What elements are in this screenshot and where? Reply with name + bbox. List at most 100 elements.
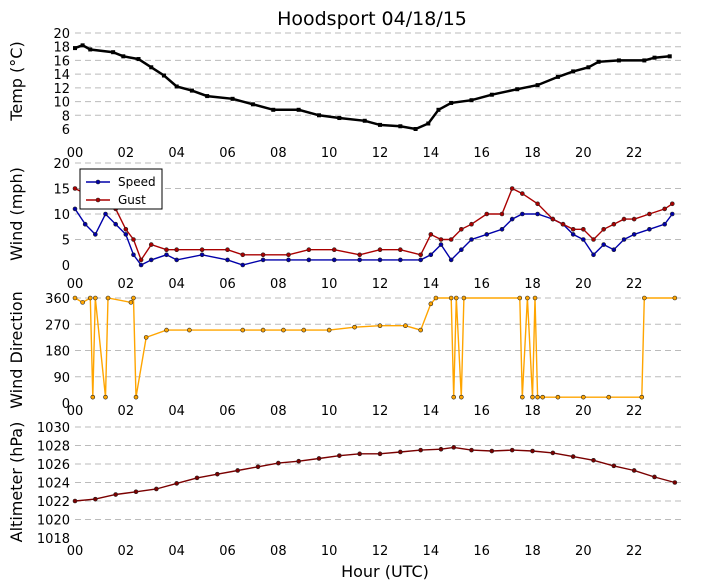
- data-point: [532, 295, 538, 301]
- x-tick-label: 04: [168, 146, 185, 161]
- y-tick-label: 270: [45, 318, 70, 333]
- data-point: [469, 98, 474, 103]
- data-point: [240, 327, 246, 333]
- data-point: [453, 295, 459, 301]
- data-point: [87, 295, 93, 301]
- data-point: [515, 87, 520, 92]
- data-point: [631, 468, 637, 473]
- x-tick-label: 14: [423, 404, 440, 419]
- x-tick-label: 22: [626, 277, 643, 292]
- data-point: [647, 211, 652, 217]
- data-point: [662, 221, 667, 227]
- data-point: [189, 88, 194, 93]
- x-axis-label: Hour (UTC): [341, 562, 429, 581]
- y-tick-label: 90: [53, 371, 70, 386]
- x-tick-label: 04: [168, 277, 185, 292]
- legend-box: [79, 168, 163, 210]
- data-point: [121, 54, 126, 59]
- data-point: [438, 446, 444, 452]
- data-point: [530, 394, 535, 400]
- data-point: [73, 46, 77, 51]
- x-tick-label: 22: [626, 404, 643, 419]
- data-point: [642, 295, 647, 301]
- data-point: [484, 232, 490, 237]
- data-point: [296, 107, 301, 112]
- data-point: [362, 118, 367, 123]
- y-axis-label: Temp (°C): [7, 41, 26, 121]
- data-point: [489, 448, 495, 454]
- data-point: [581, 237, 586, 242]
- data-point: [611, 463, 617, 469]
- data-point: [535, 211, 540, 217]
- data-point: [306, 257, 312, 263]
- data-point: [143, 335, 149, 340]
- data-point: [111, 50, 116, 55]
- data-point: [570, 232, 576, 237]
- x-tick-label: 14: [423, 544, 440, 559]
- panel-wind: 0 5 10 15 20 00 02 04 06 08 10 12 14 16 18 20 22 Wind (mp…: [7, 157, 685, 292]
- x-tick-label: 06: [219, 277, 236, 292]
- y-tick-label: 1022: [37, 495, 70, 510]
- data-point: [326, 327, 332, 333]
- y-tick-label: 20: [53, 157, 70, 172]
- data-point: [357, 451, 362, 457]
- data-point: [631, 216, 637, 222]
- y-tick-label: 6: [62, 123, 70, 138]
- data-point: [93, 496, 98, 502]
- data-point: [520, 394, 525, 400]
- x-tick-label: 12: [372, 277, 389, 292]
- data-point: [148, 242, 154, 247]
- data-point: [461, 295, 467, 301]
- y-tick-label: 0: [62, 397, 70, 412]
- data-point: [225, 257, 230, 263]
- data-point: [164, 327, 169, 333]
- x-tick-label: 02: [118, 277, 135, 292]
- x-tick-label: 10: [321, 146, 338, 161]
- y-tick-label: 1030: [37, 421, 70, 436]
- data-point: [418, 257, 423, 263]
- series-line: [74, 208, 673, 266]
- x-tick-label: 14: [423, 277, 440, 292]
- data-point: [337, 453, 342, 458]
- y-tick-label: 10: [53, 96, 70, 111]
- data-point: [161, 73, 166, 78]
- data-point: [570, 454, 576, 459]
- data-point: [520, 191, 525, 196]
- data-point: [611, 221, 617, 227]
- data-point: [123, 227, 129, 232]
- data-point: [72, 206, 78, 212]
- data-point: [581, 394, 586, 400]
- y-tick-label: 0: [62, 259, 70, 274]
- data-point: [72, 498, 78, 504]
- y-tick-label: 360: [45, 292, 70, 307]
- data-point: [652, 55, 657, 60]
- legend-label: Gust: [118, 193, 146, 207]
- x-tick-label: 00: [67, 146, 84, 161]
- data-point: [205, 94, 210, 99]
- data-point: [149, 65, 154, 70]
- data-point: [215, 471, 220, 477]
- y-tick-label: 8: [62, 109, 70, 124]
- data-point: [596, 59, 601, 64]
- data-point: [509, 186, 515, 191]
- data-point: [436, 107, 441, 112]
- data-point: [148, 257, 154, 263]
- x-tick-label: 18: [524, 146, 541, 161]
- data-point: [80, 43, 85, 48]
- data-point: [103, 211, 108, 217]
- data-point: [426, 121, 431, 126]
- data-point: [586, 65, 591, 70]
- data-point: [187, 327, 192, 333]
- data-point: [72, 186, 78, 191]
- y-axis-label: Wind (mph): [7, 167, 26, 261]
- data-point: [451, 445, 457, 450]
- x-tick-label: 14: [423, 146, 440, 161]
- data-point: [525, 295, 530, 301]
- data-point: [433, 295, 439, 301]
- data-point: [459, 247, 464, 252]
- x-tick-label: 10: [321, 404, 338, 419]
- data-point: [90, 394, 96, 400]
- data-point: [571, 69, 576, 74]
